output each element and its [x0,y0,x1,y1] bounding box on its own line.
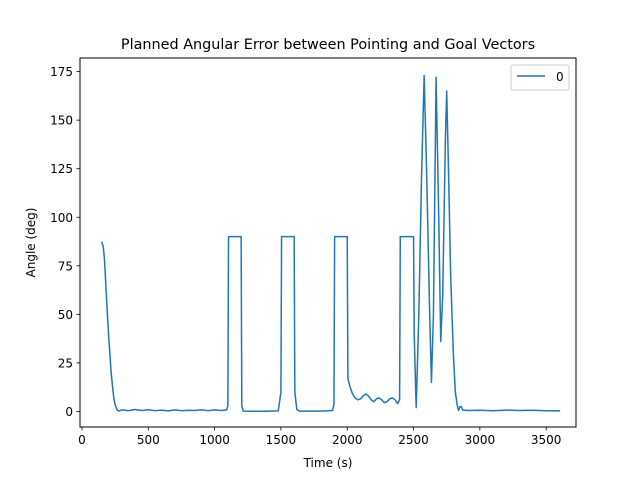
x-tick-label: 2000 [332,433,363,447]
y-tick-label: 100 [50,211,73,225]
y-tick-label: 50 [58,308,73,322]
x-tick-label: 0 [78,433,86,447]
y-tick-label: 125 [50,162,73,176]
series-line-0 [100,74,561,413]
legend-label: 0 [556,70,564,84]
y-tick-label: 75 [58,259,73,273]
chart-title: Planned Angular Error between Pointing a… [121,37,535,53]
x-tick-label: 2500 [398,433,429,447]
x-tick-label: 1000 [199,433,230,447]
y-tick-label: 175 [50,65,73,79]
x-axis-label: Time (s) [303,456,353,470]
y-tick-label: 150 [50,114,73,128]
x-tick-label: 3000 [465,433,496,447]
y-axis-label: Angle (deg) [24,208,38,278]
x-tick-label: 500 [137,433,160,447]
axes-frame [79,57,577,428]
x-tick-label: 1500 [266,433,297,447]
y-tick-label: 0 [65,405,73,419]
legend: 0 [510,64,570,91]
legend-box [510,64,570,91]
y-tick-label: 25 [58,356,73,370]
plot-area [100,74,561,413]
x-tick-label: 3500 [531,433,562,447]
